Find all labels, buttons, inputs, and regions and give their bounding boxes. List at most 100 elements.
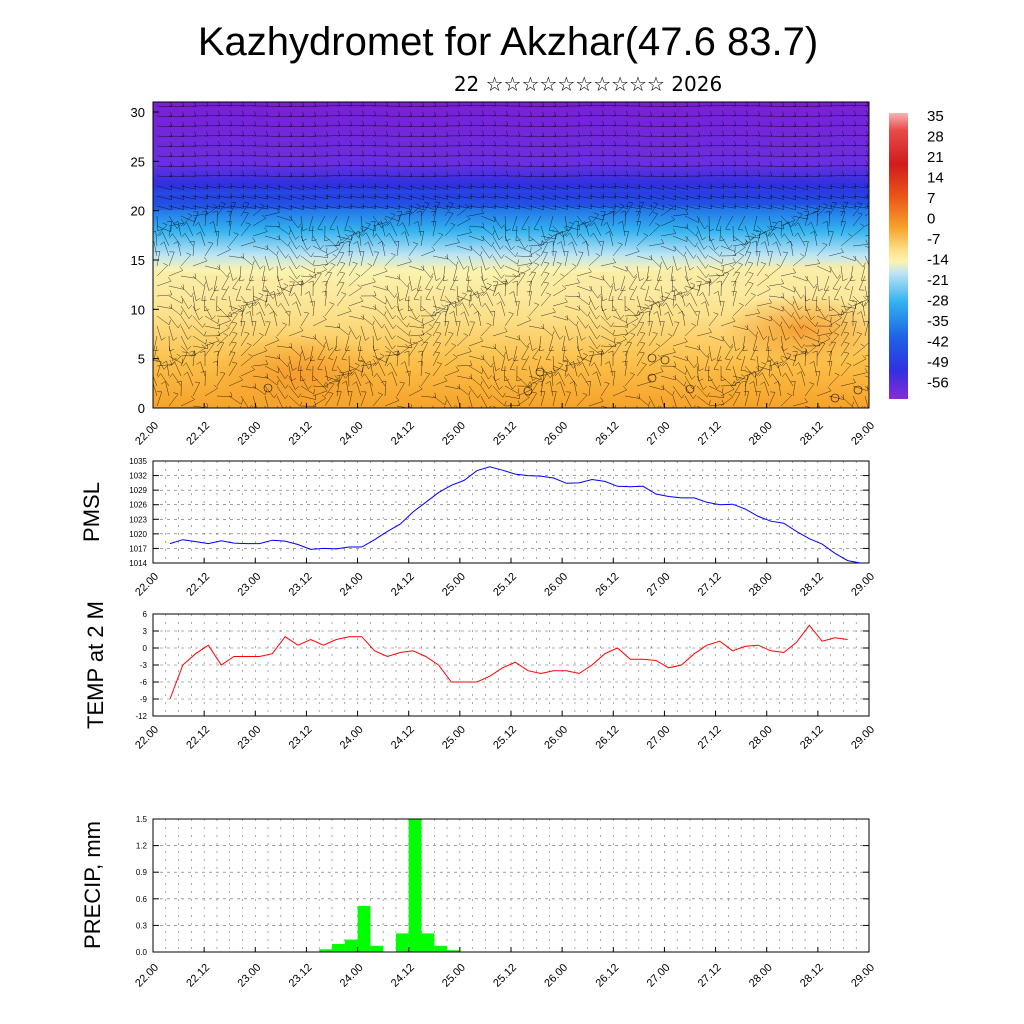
- wind-barb-flag: [573, 220, 579, 223]
- wind-barb-flag: [865, 110, 869, 116]
- wind-barb-flag: [466, 279, 472, 282]
- wind-barb: [480, 175, 496, 177]
- wind-barb-flag: [672, 390, 675, 396]
- wind-barb: [600, 175, 616, 177]
- wind-barb-flag: [706, 392, 710, 398]
- wind-barb-flag: [864, 368, 868, 373]
- wind-barb-flag: [446, 131, 449, 137]
- wind-barb: [732, 264, 743, 277]
- wind-barb-flag: [741, 380, 747, 383]
- wind-barb: [180, 352, 188, 367]
- wind-barb: [153, 241, 158, 257]
- wind-barb-flag: [552, 307, 556, 313]
- wind-barb-flag: [228, 420, 233, 421]
- wind-barb: [552, 355, 555, 371]
- wind-barb: [408, 305, 417, 320]
- wind-barb: [586, 241, 590, 257]
- wind-barb-flag: [650, 131, 653, 137]
- wind-barb: [384, 195, 400, 200]
- pmsl-ytick-label: 1035: [129, 457, 147, 466]
- wind-barb-flag: [162, 222, 168, 226]
- wind-barb-flag: [831, 201, 837, 204]
- wind-barb-flag: [721, 150, 725, 156]
- wind-barb: [444, 301, 460, 307]
- wind-barb: [192, 213, 208, 217]
- wind-barb: [388, 233, 398, 247]
- colorbar-label: -42: [927, 334, 949, 351]
- wind-barb: [420, 335, 432, 347]
- wind-barb: [300, 385, 314, 395]
- pmsl-xtick-label: 27.12: [696, 571, 724, 599]
- wind-barb: [252, 285, 254, 301]
- wind-barb: [504, 245, 516, 257]
- wind-barb-flag: [494, 203, 497, 209]
- wind-barb: [564, 251, 569, 267]
- wind-barb: [360, 215, 363, 231]
- wind-barb-flag: [677, 311, 683, 314]
- wind-barb-flag: [709, 229, 715, 232]
- wind-barb: [228, 125, 244, 127]
- wind-barb: [420, 205, 436, 210]
- wind-barb: [864, 285, 869, 301]
- wind-barb-flag: [398, 111, 401, 117]
- wind-barb: [251, 301, 254, 317]
- wind-barb: [300, 195, 316, 200]
- wind-barb-flag: [708, 400, 711, 406]
- wind-barb-flag: [749, 381, 754, 385]
- wind-barb: [204, 175, 220, 177]
- wind-barb-flag: [644, 310, 650, 313]
- wind-barb: [165, 381, 170, 397]
- wind-barb-flag: [232, 277, 238, 281]
- wind-barb-flag: [532, 381, 538, 384]
- wind-barb-flag: [745, 239, 749, 244]
- wind-barb-flag: [809, 231, 815, 234]
- wind-barb-flag: [589, 232, 594, 237]
- wind-barb: [345, 335, 350, 351]
- colorbar-label: 28: [927, 129, 944, 146]
- wind-barb: [300, 255, 314, 266]
- wind-barb-flag: [629, 298, 635, 301]
- wind-barb-flag: [842, 278, 848, 282]
- wind-barb-flag: [818, 194, 820, 200]
- wind-barb: [168, 345, 173, 361]
- wind-barb-flag: [804, 397, 808, 403]
- wind-barb: [504, 185, 520, 190]
- wind-barb-flag: [851, 401, 855, 407]
- wind-barb: [756, 251, 761, 267]
- wind-barb-flag: [708, 277, 712, 283]
- wind-barb: [512, 215, 518, 231]
- wind-barb-flag: [722, 203, 725, 209]
- wind-barb: [768, 155, 784, 157]
- wind-barb: [765, 231, 770, 247]
- wind-barb-flag: [723, 271, 729, 274]
- wind-barb: [365, 232, 374, 247]
- wind-barb-flag: [394, 240, 400, 243]
- wind-barb: [684, 395, 693, 408]
- wind-barb: [840, 175, 856, 177]
- wind-barb: [324, 256, 337, 267]
- wind-barb: [500, 301, 506, 317]
- wind-barb-flag: [230, 201, 236, 203]
- wind-barb: [672, 322, 680, 337]
- wind-barb: [468, 292, 484, 297]
- wind-barb-flag: [725, 358, 731, 361]
- wind-barb: [336, 372, 345, 387]
- wind-barb-flag: [326, 111, 329, 117]
- wind-barb: [228, 211, 232, 227]
- wind-barb: [852, 165, 868, 167]
- wind-barb: [468, 185, 484, 189]
- wind-barb: [636, 312, 645, 327]
- wind-barb-flag: [493, 150, 497, 156]
- wind-barb-flag: [597, 293, 601, 299]
- wind-barb-flag: [254, 302, 259, 306]
- wind-barb-flag: [206, 161, 209, 166]
- wind-barb-flag: [399, 381, 405, 384]
- wind-barb: [624, 351, 628, 367]
- wind-barb-flag: [338, 251, 345, 253]
- wind-barb-flag: [361, 110, 365, 116]
- wind-barb-flag: [335, 241, 339, 247]
- wind-barb: [816, 205, 832, 210]
- wind-barb: [408, 325, 424, 329]
- wind-barb: [420, 361, 423, 377]
- wind-barb: [515, 225, 518, 241]
